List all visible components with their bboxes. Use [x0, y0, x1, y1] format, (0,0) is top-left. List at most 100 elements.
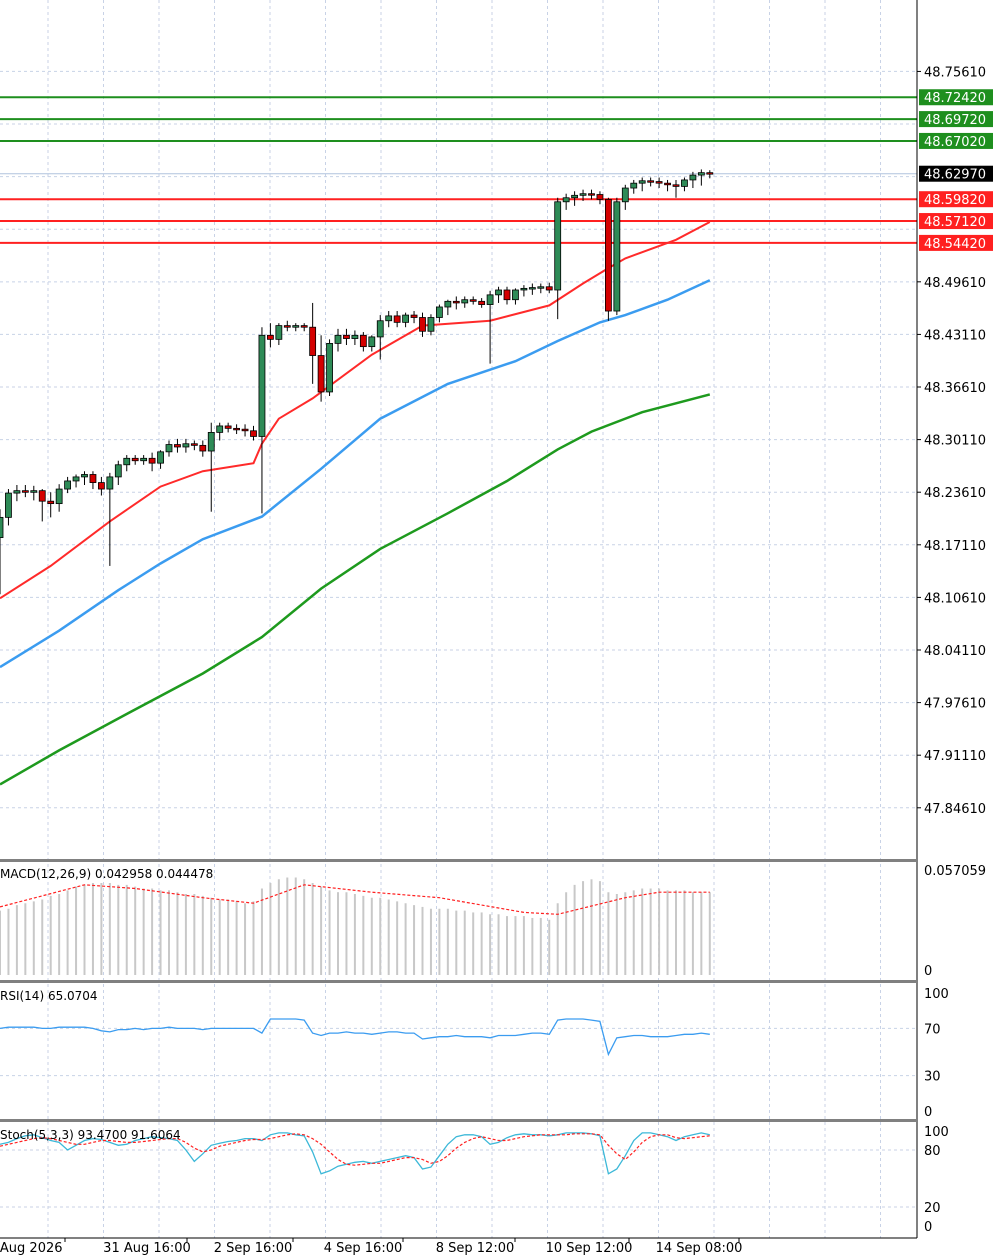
- support-label: 48.59820: [924, 193, 986, 208]
- support-label-bg: [919, 191, 993, 208]
- candle-body: [613, 201, 621, 312]
- time-tick-label: 31 Aug 16:00: [103, 1241, 191, 1256]
- candle-body: [647, 180, 655, 183]
- candle-body: [681, 179, 688, 187]
- candle-body: [495, 289, 502, 296]
- price-tick-label: 48.30110: [924, 434, 986, 449]
- candle-body: [664, 182, 671, 186]
- candle-body: [461, 299, 469, 304]
- candle-body: [309, 326, 317, 356]
- candle-body: [393, 315, 401, 323]
- candle-body: [13, 490, 21, 494]
- candle-body: [528, 287, 536, 290]
- candle-body: [106, 476, 114, 490]
- candle-body: [630, 182, 638, 189]
- support-label-bg: [919, 234, 993, 251]
- candle-body: [385, 315, 393, 322]
- stoch-signal-line: [0, 1133, 710, 1166]
- candle-body: [224, 425, 232, 429]
- candle-body: [123, 457, 131, 466]
- rsi-tick-label: 30: [924, 1070, 941, 1085]
- candle-body: [621, 187, 629, 203]
- candle-body: [402, 314, 410, 323]
- rsi-legend: RSI(14) 65.0704: [0, 989, 98, 1003]
- time-tick-label: 7 Aug 2026: [0, 1241, 63, 1256]
- macd-tick-label: 0.057059: [924, 864, 986, 879]
- candle-body: [283, 325, 291, 328]
- candle-body: [359, 334, 367, 348]
- macd-signal-line: [0, 884, 710, 915]
- price-tick-label: 48.36610: [924, 381, 986, 396]
- candle-body: [55, 488, 63, 505]
- candle-body: [148, 457, 156, 464]
- candle-body: [343, 334, 350, 339]
- candle-body: [72, 476, 80, 482]
- candle-body: [486, 294, 494, 305]
- resistance-label-bg: [919, 89, 993, 106]
- rsi-tick-label: 0: [924, 1105, 932, 1120]
- current-price-label: 48.62970: [924, 168, 986, 183]
- time-tick-label: 14 Sep 08:00: [656, 1241, 743, 1256]
- time-tick-label: 10 Sep 12:00: [546, 1241, 633, 1256]
- candle-body: [376, 320, 384, 338]
- candle-body: [545, 286, 553, 291]
- candle-body: [427, 317, 435, 332]
- candle-body: [520, 287, 528, 291]
- candle-body: [537, 286, 545, 289]
- macd-panel: MACD(12,26,9) 0.042958 0.044478: [0, 867, 711, 975]
- price-panel: [0, 96, 917, 786]
- candle-body: [199, 444, 207, 452]
- time-tick-label: 8 Sep 12:00: [436, 1241, 515, 1256]
- candle-body: [266, 334, 274, 340]
- candle-body: [571, 194, 578, 199]
- panel-separator: [0, 980, 917, 983]
- support-label-bg: [919, 213, 993, 230]
- rsi-line: [0, 1018, 710, 1057]
- candle-body: [503, 289, 511, 301]
- candle-body: [579, 193, 587, 196]
- candle-body: [174, 444, 181, 448]
- candle-body: [140, 457, 148, 462]
- candle-body: [275, 325, 283, 340]
- stoch-legend: Stoch(5,3,3) 93.4700 91.6064: [0, 1128, 181, 1142]
- candle-body: [0, 516, 4, 539]
- candle-body: [207, 432, 215, 452]
- candle-body: [419, 317, 426, 332]
- resistance-label-bg: [919, 111, 993, 128]
- candle-body: [334, 334, 342, 344]
- price-tick-label: 48.49610: [924, 276, 986, 291]
- time-tick-label: 2 Sep 16:00: [214, 1241, 293, 1256]
- current-price-label-bg: [919, 165, 993, 182]
- price-tick-label: 47.97610: [924, 697, 986, 712]
- resistance-label: 48.69720: [924, 113, 986, 128]
- candle-body: [638, 180, 646, 184]
- stochastic-panel: Stoch(5,3,3) 93.4700 91.6064: [0, 1128, 917, 1208]
- candle-body: [478, 300, 486, 305]
- time-tick-label: 4 Sep 16:00: [324, 1241, 403, 1256]
- support-label: 48.54420: [924, 237, 986, 252]
- candle-body: [131, 457, 139, 462]
- candle-body: [241, 428, 249, 432]
- candle-body: [697, 172, 705, 176]
- candle-body: [596, 194, 604, 200]
- candle-body: [562, 197, 570, 203]
- candle-body: [605, 198, 612, 312]
- rsi-tick-label: 70: [924, 1022, 941, 1037]
- price-tick-label: 48.23610: [924, 486, 986, 501]
- candle-body: [452, 300, 460, 304]
- price-tick-label: 48.43110: [924, 328, 986, 343]
- stoch-tick-label: 20: [924, 1201, 941, 1216]
- candle-body: [512, 289, 519, 301]
- rsi-panel: RSI(14) 65.0704: [0, 989, 917, 1077]
- candle-body: [5, 492, 12, 518]
- support-label: 48.57120: [924, 215, 986, 230]
- rsi-tick-label: 100: [924, 987, 949, 1002]
- candle-body: [165, 444, 173, 453]
- candle-body: [444, 300, 452, 308]
- candle-body: [64, 480, 71, 490]
- candle-body: [190, 443, 198, 446]
- candle-body: [38, 490, 46, 502]
- candle-body: [258, 334, 266, 437]
- price-tick-label: 48.75610: [924, 65, 986, 80]
- resistance-label: 48.72420: [924, 91, 986, 106]
